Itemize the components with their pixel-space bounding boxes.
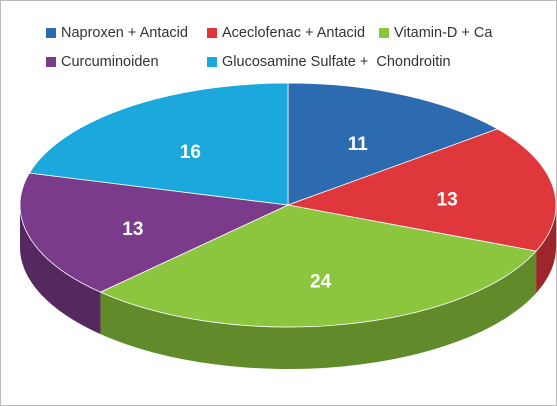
data-label: 24 (310, 272, 332, 293)
pie-slice (287, 82, 499, 206)
pie-side (536, 205, 556, 294)
legend-swatch (46, 57, 56, 67)
data-label: 13 (437, 190, 458, 211)
legend-label: Aceclofenac + Antacid (222, 25, 365, 41)
legend-swatch (207, 57, 217, 67)
pie-slice (286, 128, 557, 252)
legend-swatch (46, 28, 56, 38)
pie-slice (99, 204, 537, 328)
data-label: 13 (122, 219, 143, 240)
pie-side-shade (100, 251, 537, 369)
data-label: 16 (180, 142, 201, 163)
legend-label: Vitamin-D + Ca (394, 25, 493, 41)
legend-label: Naproxen + Antacid (61, 25, 188, 41)
legend-swatch (379, 28, 389, 38)
pie-slice (19, 172, 290, 293)
legend-swatch (207, 28, 217, 38)
data-label: 11 (348, 134, 369, 155)
legend-label: Curcuminoiden (61, 54, 159, 70)
pie-side (100, 251, 537, 369)
pie-slice (28, 82, 289, 206)
pie-side-shade (536, 205, 556, 294)
legend-label: Glucosamine Sulfate + Chondroitin (222, 54, 451, 70)
